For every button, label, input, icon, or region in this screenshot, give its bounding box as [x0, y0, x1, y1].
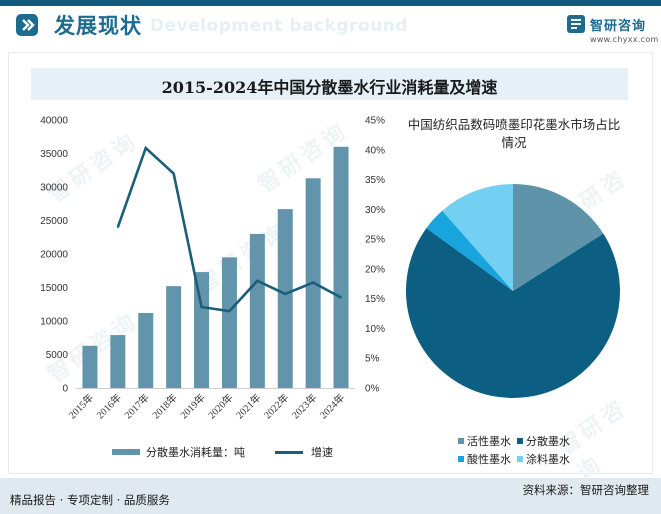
chart-title-band: 2015-2024年中国分散墨水行业消耗量及增速 — [31, 68, 628, 100]
brand-logo[interactable]: 智研咨询 www.chyxx.com — [566, 14, 659, 44]
y-right-tick-label: 0% — [365, 384, 380, 395]
pie-legend-item: 酸性墨水 — [458, 451, 511, 467]
x-tick-label: 2023年 — [289, 391, 319, 421]
pie-legend-item: 活性墨水 — [458, 433, 511, 449]
pie-slice — [405, 228, 620, 399]
y-left-tick-label: 5000 — [46, 350, 69, 361]
x-tick-label: 2016年 — [94, 391, 124, 421]
bar — [221, 257, 237, 388]
legend-bar-swatch — [112, 449, 140, 455]
x-tick-label: 2018年 — [149, 391, 179, 421]
brand-name: 智研咨询 — [590, 18, 647, 34]
header-accent-bar — [0, 0, 661, 6]
bar — [194, 272, 210, 388]
bar — [333, 146, 349, 388]
legend-line-label: 增速 — [311, 446, 333, 459]
x-tick-label: 2017年 — [121, 391, 151, 421]
y-right-tick-label: 15% — [365, 294, 385, 305]
line-point — [312, 281, 314, 284]
line-point — [117, 226, 119, 228]
chevron-double-icon — [16, 14, 38, 36]
pie-legend-swatch — [517, 438, 523, 444]
pie-legend-swatch — [458, 438, 464, 444]
line-point — [228, 310, 231, 312]
x-tick-label: 2022年 — [261, 391, 291, 421]
bar — [249, 233, 265, 388]
y-right-tick-label: 25% — [365, 235, 385, 246]
brand-logo-icon — [567, 15, 585, 33]
y-left-tick-label: 10000 — [40, 317, 68, 328]
y-left-tick-label: 25000 — [40, 216, 68, 227]
y-right-tick-label: 40% — [365, 145, 385, 156]
pie-legend-swatch — [517, 456, 523, 462]
line-point — [144, 147, 147, 149]
line-point — [340, 296, 342, 299]
y-left-tick-label: 30000 — [40, 183, 68, 194]
bar — [166, 286, 182, 388]
y-right-tick-label: 10% — [365, 324, 385, 335]
pie-legend-label: 活性墨水 — [467, 435, 511, 448]
y-left-tick-label: 0 — [62, 384, 68, 395]
y-right-tick-label: 20% — [365, 264, 385, 275]
line-point — [256, 280, 259, 282]
chart-title: 2015-2024年中国分散墨水行业消耗量及增速 — [161, 78, 498, 97]
y-left-tick-label: 40000 — [40, 116, 68, 127]
bar — [110, 335, 126, 388]
header-background-text: Development background — [150, 16, 408, 36]
pie-legend-item: 分散墨水 — [517, 433, 570, 449]
x-tick-label: 2020年 — [205, 391, 235, 421]
combo-chart-legend: 分散墨水消耗量：吨 增速 — [112, 444, 333, 460]
y-left-tick-label: 15000 — [40, 283, 68, 294]
y-right-tick-label: 5% — [365, 354, 380, 365]
y-left-tick-label: 35000 — [40, 149, 68, 160]
x-tick-label: 2021年 — [233, 391, 263, 421]
legend-line-swatch — [275, 450, 303, 454]
y-right-tick-label: 35% — [365, 175, 385, 186]
pie-legend-item: 涂料墨水 — [517, 451, 570, 467]
line-point — [200, 306, 203, 308]
brand-url[interactable]: www.chyxx.com — [590, 35, 659, 44]
y-right-tick-label: 30% — [365, 205, 385, 216]
pie-slice — [426, 210, 513, 291]
chart-panel — [8, 52, 653, 474]
y-right-tick-label: 45% — [365, 116, 385, 127]
bar — [82, 345, 98, 388]
header: Development background 发展现状 智研咨询 www.chy… — [0, 0, 661, 52]
pie-legend-label: 酸性墨水 — [467, 453, 511, 466]
footer: 精品报告 · 专项定制 · 品质服务 资料来源：智研咨询整理 — [0, 478, 661, 514]
page-title: 发展现状 — [54, 14, 142, 38]
x-tick-label: 2015年 — [66, 391, 96, 421]
footer-source: 资料来源：智研咨询整理 — [522, 483, 650, 497]
line-point — [172, 172, 175, 175]
line-point — [284, 293, 287, 295]
y-left-tick-label: 20000 — [40, 250, 68, 261]
bar — [138, 312, 154, 388]
pie-legend-label: 涂料墨水 — [526, 453, 570, 466]
x-tick-label: 2024年 — [317, 391, 347, 421]
x-tick-label: 2019年 — [177, 391, 207, 421]
pie-slice — [442, 183, 513, 291]
pie-legend-label: 分散墨水 — [526, 435, 570, 448]
bar — [277, 209, 293, 388]
legend-bar-label: 分散墨水消耗量：吨 — [146, 446, 245, 459]
pie-chart-title: 中国纺织品数码喷墨印花墨水市场占比情况 — [407, 117, 621, 150]
footer-tagline: 精品报告 · 专项定制 · 品质服务 — [10, 493, 170, 507]
pie-legend-swatch — [458, 456, 464, 462]
pie-slice — [513, 183, 604, 291]
pie-chart-legend: 活性墨水 分散墨水 酸性墨水 涂料墨水 — [458, 432, 576, 468]
